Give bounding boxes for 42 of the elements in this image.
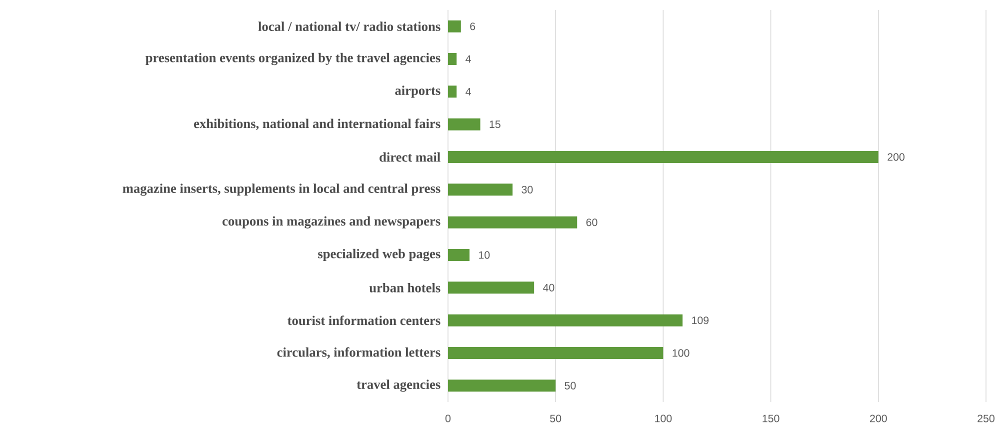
data-label: 30 — [522, 186, 533, 194]
bar — [448, 282, 534, 294]
data-label: 50 — [564, 382, 576, 390]
x-tick-label: 250 — [978, 414, 994, 422]
bar — [448, 347, 664, 360]
data-label: 15 — [490, 120, 500, 128]
bar — [448, 151, 878, 164]
bar — [448, 53, 457, 66]
data-label: 100 — [672, 349, 690, 357]
bar — [448, 314, 683, 326]
data-label: 109 — [692, 316, 709, 324]
y-tick-label: circulars, information letters — [277, 347, 440, 359]
bar — [448, 118, 480, 130]
y-tick-label: airports — [395, 86, 440, 98]
bar — [448, 20, 461, 32]
data-label: 4 — [466, 88, 471, 96]
data-label: 200 — [888, 153, 904, 161]
y-tick-label: tourist information centers — [288, 316, 440, 326]
y-tick-label: direct mail — [380, 152, 440, 162]
y-tick-label: magazine inserts, supplements in local and central press — [122, 184, 440, 196]
y-tick-label: presentation events organized by the travel agencies — [146, 52, 440, 66]
x-tick-label: 150 — [762, 414, 780, 422]
bar — [448, 380, 556, 392]
bar — [448, 184, 513, 196]
x-tick-label: 50 — [550, 414, 562, 422]
y-tick-label: specialized web pages — [318, 248, 440, 262]
data-label: 4 — [466, 55, 471, 63]
y-tick-label: urban hotels — [369, 282, 440, 292]
data-label: 40 — [543, 284, 554, 292]
y-tick-label: coupons in magazines and newspapers — [222, 216, 440, 228]
x-tick-label: 100 — [655, 414, 672, 422]
data-label: 6 — [470, 22, 476, 30]
y-tick-label: local / national tv/ radio stations — [258, 22, 440, 32]
bar — [448, 216, 578, 228]
x-tick-label: 200 — [870, 414, 887, 422]
bar — [448, 86, 457, 98]
data-label: 60 — [586, 218, 598, 226]
bar — [448, 249, 470, 262]
y-tick-label: travel agencies — [356, 380, 440, 392]
x-tick-label: 0 — [445, 414, 451, 422]
data-label: 10 — [479, 251, 490, 259]
y-tick-label: exhibitions, national and international fairs — [194, 118, 440, 130]
